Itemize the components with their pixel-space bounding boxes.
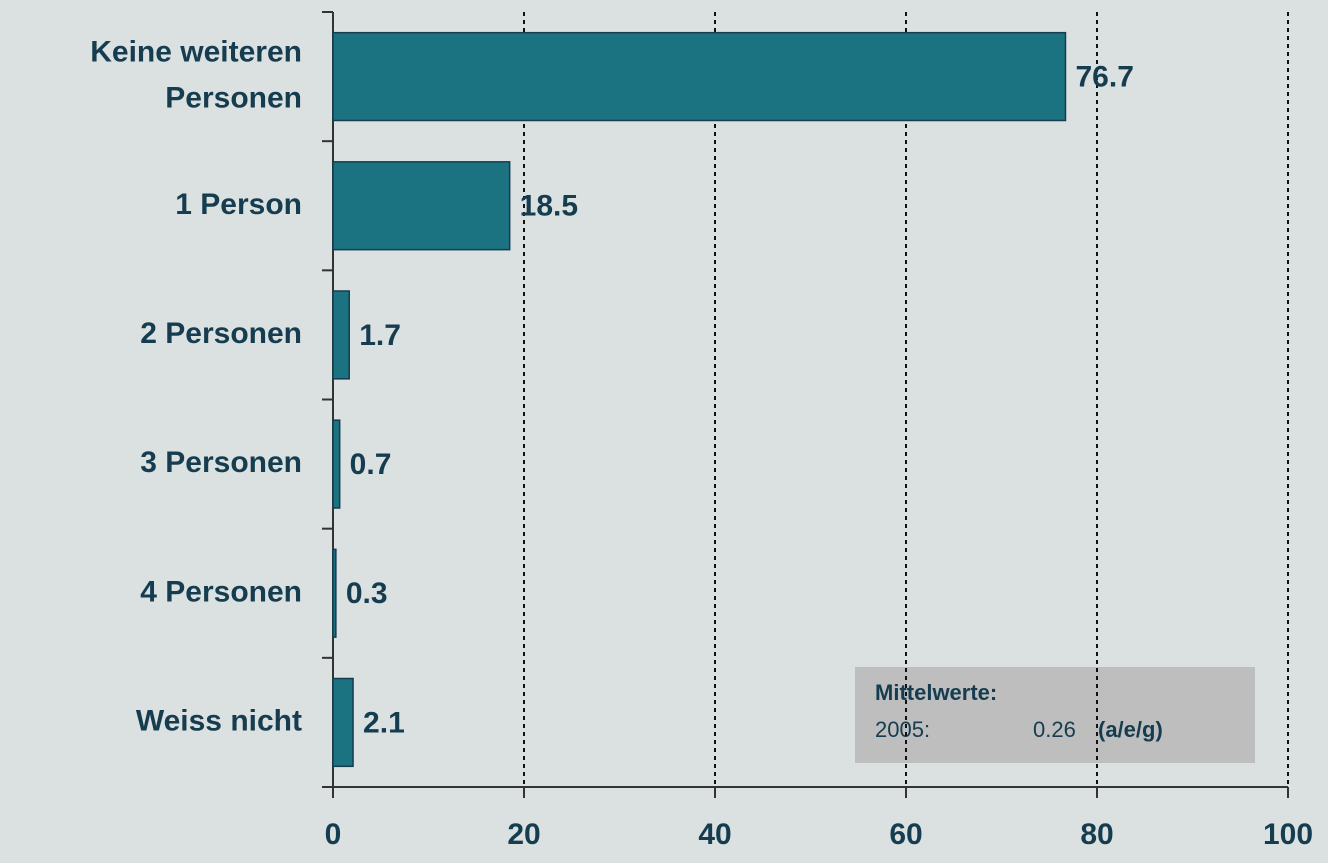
- y-tick-label: 3 Personen: [140, 446, 302, 479]
- value-label: 0.3: [346, 577, 388, 610]
- value-label: 76.7: [1075, 61, 1133, 94]
- y-tick-label: 1 Person: [175, 188, 302, 221]
- x-tick-label: 60: [889, 818, 922, 851]
- x-tick-label: 100: [1263, 818, 1313, 851]
- bar: [332, 161, 511, 251]
- bar: [332, 677, 354, 768]
- x-tick-label: 80: [1080, 818, 1113, 851]
- x-tick-label: 40: [698, 818, 731, 851]
- value-label: 0.7: [350, 448, 392, 481]
- y-tick-label: 4 Personen: [140, 575, 302, 608]
- y-tick-label: 2 Personen: [140, 317, 302, 350]
- value-label: 1.7: [359, 319, 401, 352]
- y-tick-label: Weiss nicht: [136, 704, 302, 737]
- bar: [332, 31, 1067, 122]
- annotation-box: [855, 667, 1255, 763]
- annotation-title: Mittelwerte:: [875, 680, 997, 705]
- annotation-year: 2005:: [875, 717, 930, 742]
- value-label: 2.1: [363, 706, 405, 739]
- annotation-note: (a/e/g): [1098, 717, 1163, 742]
- x-tick-label: 0: [325, 818, 342, 851]
- bar: [332, 548, 337, 638]
- y-tick-label: Keine weiteren Personen: [90, 36, 302, 115]
- bar: [332, 290, 350, 380]
- bar: [332, 419, 341, 509]
- annotation-value: 0.26: [1033, 717, 1076, 742]
- value-label: 18.5: [520, 190, 578, 223]
- x-tick-label: 20: [507, 818, 540, 851]
